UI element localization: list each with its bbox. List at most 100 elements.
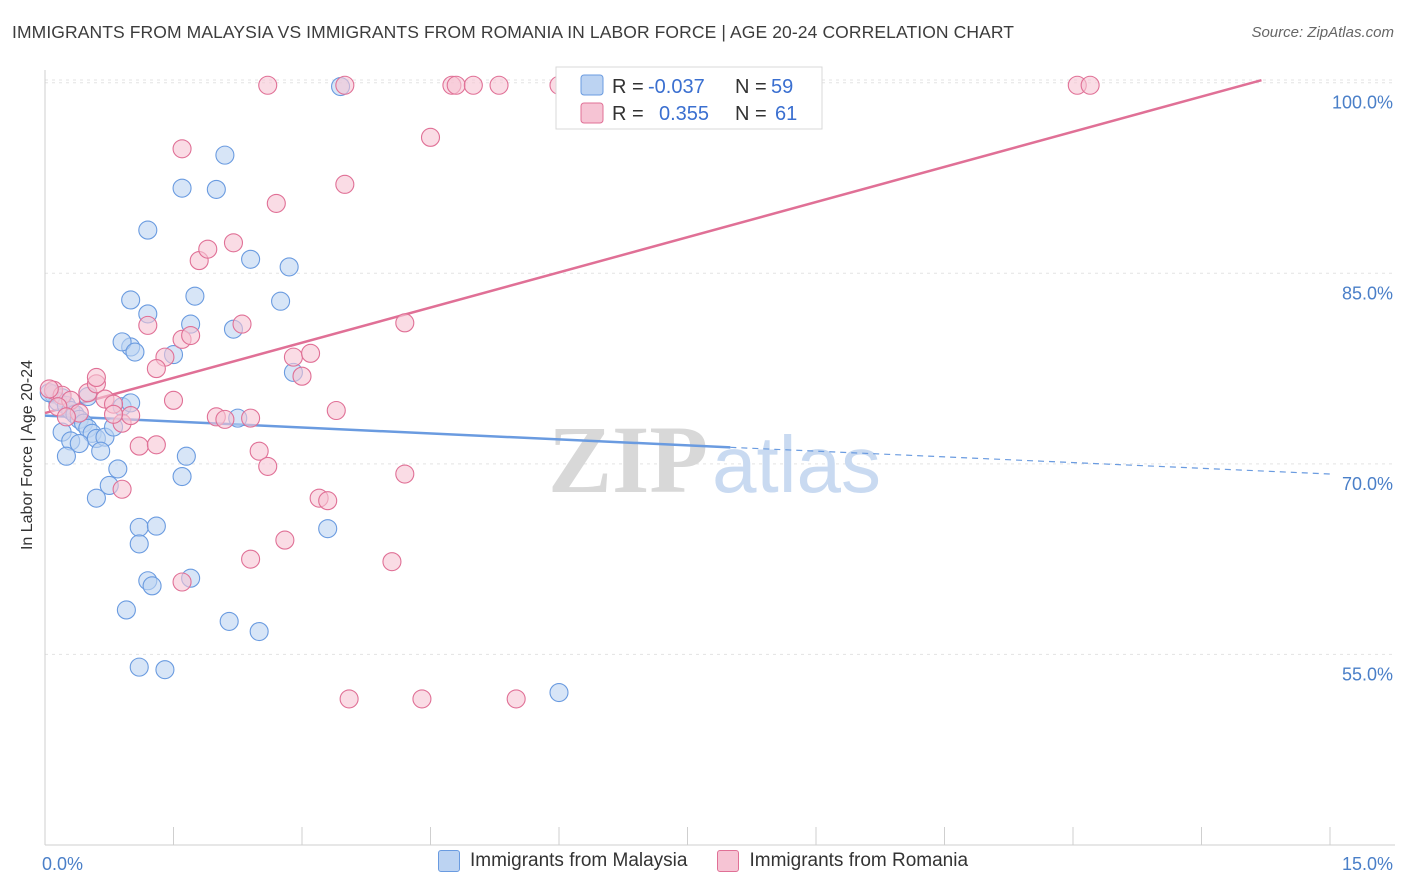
legend-swatch-romania: [580, 102, 604, 124]
point-malaysia: [142, 576, 162, 596]
point-romania: [86, 367, 106, 388]
point-romania: [172, 139, 192, 159]
point-romania: [1080, 75, 1100, 95]
point-malaysia: [56, 446, 76, 466]
point-romania: [121, 406, 141, 426]
point-romania: [181, 325, 201, 346]
point-romania: [56, 407, 76, 427]
tick-labels: 55.0% 70.0% 85.0% 100.0% 0.0% 15.0%: [42, 93, 1393, 874]
point-romania: [446, 75, 466, 95]
point-malaysia: [172, 178, 192, 198]
point-romania: [420, 127, 441, 147]
legend-label-malaysia: Immigrants from Malaysia: [469, 850, 688, 871]
legend-item-romania: Immigrants from Romania: [717, 850, 968, 872]
point-malaysia: [125, 342, 145, 362]
point-romania: [395, 313, 415, 333]
legend-n-value-2: 61: [775, 103, 797, 125]
y-tick-label: 85.0%: [1342, 283, 1393, 303]
point-romania: [198, 239, 218, 259]
watermark-zip: ZIP: [548, 406, 708, 513]
point-malaysia: [112, 332, 132, 352]
x-tick-label-max: 15.0%: [1342, 854, 1393, 874]
point-romania: [382, 552, 402, 572]
point-romania: [163, 390, 184, 410]
trend-line-dashed: [730, 446, 1331, 475]
legend-box: R = -0.037 N = 59 R = 0.355 N = 61: [555, 66, 823, 130]
point-romania: [292, 366, 312, 386]
point-romania: [146, 435, 166, 455]
point-malaysia: [318, 519, 338, 539]
point-malaysia: [271, 291, 291, 311]
point-malaysia: [549, 682, 569, 703]
point-malaysia: [129, 534, 149, 554]
point-romania: [258, 75, 278, 95]
point-romania: [275, 530, 295, 550]
point-malaysia: [241, 249, 261, 269]
legend-r-value-2: 0.355: [659, 103, 709, 125]
point-romania: [232, 314, 252, 334]
point-romania: [241, 408, 261, 428]
point-malaysia: [215, 145, 235, 165]
point-romania: [412, 689, 432, 709]
watermark-atlas: atlas: [712, 420, 881, 509]
point-malaysia: [185, 286, 205, 306]
point-malaysia: [108, 459, 128, 479]
x-tick-label-min: 0.0%: [42, 854, 83, 874]
point-malaysia: [121, 290, 141, 310]
y-tick-label: 55.0%: [1342, 664, 1393, 684]
point-malaysia: [155, 660, 175, 680]
point-malaysia: [176, 446, 196, 466]
trend-line-malaysia: [44, 414, 731, 449]
point-malaysia: [279, 257, 299, 277]
point-romania: [283, 347, 303, 367]
point-malaysia: [138, 220, 158, 240]
legend-item-malaysia: Immigrants from Malaysia: [437, 850, 688, 872]
grid-lines: [45, 79, 1395, 655]
point-romania: [489, 75, 509, 95]
point-malaysia: [172, 467, 192, 487]
point-romania: [215, 409, 235, 429]
point-malaysia: [146, 516, 166, 536]
point-romania: [138, 315, 158, 335]
point-romania: [223, 233, 244, 253]
point-malaysia: [129, 657, 149, 677]
point-malaysia: [219, 611, 239, 631]
legend-n-label-1: N =: [735, 76, 767, 98]
axes: [44, 70, 1395, 846]
point-romania: [318, 491, 338, 511]
y-tick-label: 100.0%: [1332, 93, 1393, 113]
legend-swatch-malaysia-bottom: [437, 850, 460, 872]
point-malaysia: [91, 441, 111, 461]
legend-r-label-2: R =: [612, 103, 644, 125]
legend-n-label-2: N =: [735, 103, 767, 125]
point-romania: [146, 359, 166, 379]
point-romania: [172, 572, 192, 592]
point-malaysia: [206, 179, 226, 199]
trend-lines: [44, 78, 1331, 475]
legend-label-romania: Immigrants from Romania: [749, 850, 969, 871]
point-romania: [112, 479, 132, 499]
point-romania: [258, 456, 278, 476]
watermark: ZIP atlas: [548, 406, 881, 513]
trend-line-romania: [44, 78, 1262, 415]
point-romania: [463, 75, 483, 95]
point-romania: [506, 689, 526, 709]
point-malaysia: [86, 488, 106, 508]
chart-source: Source: ZipAtlas.com: [1251, 24, 1394, 41]
point-romania: [129, 436, 149, 456]
point-romania: [339, 689, 359, 709]
point-malaysia: [249, 622, 269, 642]
point-romania: [335, 174, 355, 194]
point-romania: [301, 343, 321, 363]
point-malaysia: [116, 600, 136, 620]
legend-r-value-1: -0.037: [648, 76, 705, 98]
point-romania: [326, 400, 346, 421]
point-malaysia: [69, 433, 89, 454]
point-malaysia: [129, 517, 149, 537]
data-points: [39, 75, 1100, 709]
legend-swatch-malaysia: [580, 74, 604, 96]
legend-swatch-romania-bottom: [717, 850, 740, 872]
point-romania: [266, 193, 286, 213]
point-romania: [249, 441, 269, 461]
